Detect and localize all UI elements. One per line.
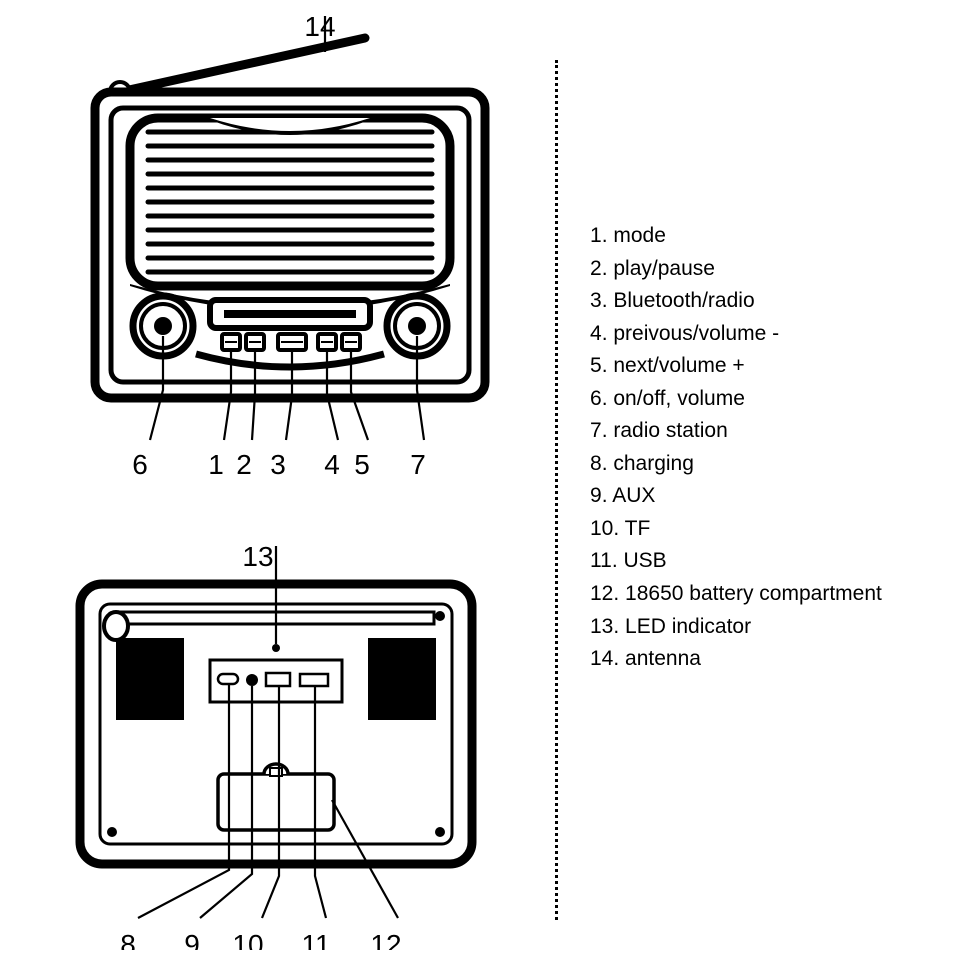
speaker-grille-icon xyxy=(130,118,450,311)
legend-num: 11 xyxy=(590,549,612,572)
legend-label: USB xyxy=(623,549,666,572)
legend-item: 9. AUX xyxy=(590,480,882,513)
legend-item: 14. antenna xyxy=(590,643,882,676)
legend-label: mode xyxy=(613,224,666,247)
radio-front-diagram: 14 6 123 45 7 xyxy=(0,10,580,480)
battery-door-icon xyxy=(218,764,334,830)
callout-number: 5 xyxy=(354,449,370,480)
legend-item: 12. 18650 battery compartment xyxy=(590,578,882,611)
legend-num: 6 xyxy=(590,387,602,410)
callout-number: 11 xyxy=(301,929,330,950)
legend-num: 1 xyxy=(590,224,602,247)
legend-label: preivous/volume - xyxy=(613,322,779,345)
callout-number: 6 xyxy=(132,449,148,480)
legend-label: on/off, volume xyxy=(613,387,745,410)
callout-number: 9 xyxy=(184,929,200,950)
legend-list: 1. mode 2. play/pause 3. Bluetooth/radio… xyxy=(590,220,882,676)
led-indicator-icon xyxy=(272,644,280,652)
legend-num: 4 xyxy=(590,322,602,345)
callout-number: 4 xyxy=(324,449,340,480)
legend-item: 3. Bluetooth/radio xyxy=(590,285,882,318)
legend-label: play/pause xyxy=(613,257,715,280)
legend-label: AUX xyxy=(612,484,655,507)
legend-num: 3 xyxy=(590,289,602,312)
rear-speaker-left-icon xyxy=(116,638,184,720)
legend-item: 8. charging xyxy=(590,448,882,481)
legend-num: 14 xyxy=(590,647,613,670)
callout-number: 3 xyxy=(270,449,286,480)
legend-num: 13 xyxy=(590,615,613,638)
legend-item: 11. USB xyxy=(590,545,882,578)
legend-item: 5. next/volume + xyxy=(590,350,882,383)
callout-number: 8 xyxy=(120,929,136,950)
legend-label: charging xyxy=(613,452,694,475)
legend-label: Bluetooth/radio xyxy=(613,289,754,312)
display-icon xyxy=(210,300,370,328)
legend-label: antenna xyxy=(625,647,701,670)
legend-num: 8 xyxy=(590,452,602,475)
callout-number: 2 xyxy=(236,449,252,480)
legend-label: LED indicator xyxy=(625,615,751,638)
callout-number: 13 xyxy=(242,541,273,572)
legend-label: radio station xyxy=(613,419,727,442)
legend-item: 1. mode xyxy=(590,220,882,253)
legend-num: 12 xyxy=(590,582,613,605)
legend-item: 4. preivous/volume - xyxy=(590,318,882,351)
legend-item: 7. radio station xyxy=(590,415,882,448)
legend-label: TF xyxy=(625,517,651,540)
callout-number: 12 xyxy=(370,929,401,950)
legend-num: 10 xyxy=(590,517,613,540)
legend-num: 7 xyxy=(590,419,602,442)
page-root: 1. mode 2. play/pause 3. Bluetooth/radio… xyxy=(0,0,960,960)
legend-item: 2. play/pause xyxy=(590,253,882,286)
legend-item: 10. TF xyxy=(590,513,882,546)
legend-label: next/volume + xyxy=(613,354,744,377)
legend-item: 13. LED indicator xyxy=(590,611,882,644)
legend-item: 6. on/off, volume xyxy=(590,383,882,416)
legend-num: 2 xyxy=(590,257,602,280)
callout-number: 1 xyxy=(208,449,224,480)
legend-label: 18650 battery compartment xyxy=(625,582,882,605)
legend-num: 5 xyxy=(590,354,602,377)
legend-num: 9 xyxy=(590,484,602,507)
rear-speaker-right-icon xyxy=(368,638,436,720)
callout-number: 14 xyxy=(304,11,335,42)
callout-number: 10 xyxy=(232,929,263,950)
radio-rear-diagram: 13 8 9 10 11 12 xyxy=(0,540,560,950)
callout-number: 7 xyxy=(410,449,426,480)
